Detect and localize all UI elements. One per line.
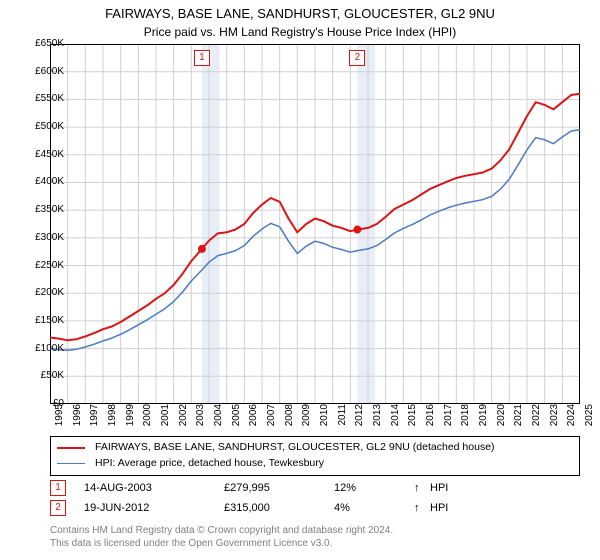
x-tick-label: 2022	[531, 404, 542, 434]
y-tick-label: £600K	[16, 66, 64, 77]
event-label: HPI	[430, 482, 448, 494]
x-tick-label: 2014	[390, 404, 401, 434]
event-date: 14-AUG-2003	[84, 482, 224, 494]
legend-swatch-hpi	[57, 463, 85, 464]
up-arrow-icon: ↑	[414, 482, 430, 494]
chart-subtitle: Price paid vs. HM Land Registry's House …	[0, 23, 600, 39]
x-tick-label: 2012	[354, 404, 365, 434]
x-tick-label: 2005	[231, 404, 242, 434]
y-tick-label: £350K	[16, 204, 64, 215]
x-tick-label: 2025	[584, 404, 595, 434]
event-row: 2 19-JUN-2012 £315,000 4% ↑ HPI	[50, 498, 580, 518]
y-tick-label: £50K	[16, 370, 64, 381]
legend-label-property: FAIRWAYS, BASE LANE, SANDHURST, GLOUCEST…	[95, 440, 495, 456]
x-tick-label: 2017	[443, 404, 454, 434]
plot-marker-2: 2	[349, 50, 365, 66]
legend-item-hpi: HPI: Average price, detached house, Tewk…	[57, 456, 573, 472]
footer-line-1: Contains HM Land Registry data © Crown c…	[50, 524, 393, 537]
y-tick-label: £650K	[16, 38, 64, 49]
x-tick-label: 2018	[460, 404, 471, 434]
plot-area	[50, 44, 580, 404]
legend-swatch-property	[57, 447, 85, 449]
event-label: HPI	[430, 502, 448, 514]
x-tick-label: 2021	[513, 404, 524, 434]
event-pct: 12%	[334, 482, 414, 494]
x-tick-label: 1998	[107, 404, 118, 434]
y-tick-label: £250K	[16, 260, 64, 271]
y-tick-label: £200K	[16, 287, 64, 298]
y-tick-label: £400K	[16, 176, 64, 187]
x-tick-label: 2010	[319, 404, 330, 434]
chart-container: FAIRWAYS, BASE LANE, SANDHURST, GLOUCEST…	[0, 0, 600, 560]
legend-box: FAIRWAYS, BASE LANE, SANDHURST, GLOUCEST…	[50, 436, 580, 476]
x-tick-label: 2003	[195, 404, 206, 434]
x-tick-label: 2020	[496, 404, 507, 434]
x-tick-label: 2024	[566, 404, 577, 434]
x-tick-label: 2009	[301, 404, 312, 434]
x-tick-label: 2023	[549, 404, 560, 434]
x-tick-label: 2000	[142, 404, 153, 434]
x-tick-label: 2015	[407, 404, 418, 434]
event-price: £279,995	[224, 482, 334, 494]
event-pct: 4%	[334, 502, 414, 514]
events-table: 1 14-AUG-2003 £279,995 12% ↑ HPI 2 19-JU…	[50, 478, 580, 518]
chart-svg	[50, 44, 580, 404]
plot-marker-1: 1	[194, 50, 210, 66]
chart-title: FAIRWAYS, BASE LANE, SANDHURST, GLOUCEST…	[0, 0, 600, 23]
x-tick-label: 2007	[266, 404, 277, 434]
event-price: £315,000	[224, 502, 334, 514]
x-tick-label: 2013	[372, 404, 383, 434]
footer-attribution: Contains HM Land Registry data © Crown c…	[50, 524, 393, 550]
x-tick-label: 1997	[89, 404, 100, 434]
x-tick-label: 2008	[284, 404, 295, 434]
footer-line-2: This data is licensed under the Open Gov…	[50, 537, 393, 550]
x-tick-label: 2011	[337, 404, 348, 434]
y-tick-label: £450K	[16, 149, 64, 160]
x-tick-label: 2004	[213, 404, 224, 434]
event-row: 1 14-AUG-2003 £279,995 12% ↑ HPI	[50, 478, 580, 498]
y-tick-label: £550K	[16, 93, 64, 104]
legend-item-property: FAIRWAYS, BASE LANE, SANDHURST, GLOUCEST…	[57, 440, 573, 456]
x-tick-label: 1996	[72, 404, 83, 434]
event-marker-2: 2	[50, 500, 66, 516]
up-arrow-icon: ↑	[414, 502, 430, 514]
x-tick-label: 2016	[425, 404, 436, 434]
x-tick-label: 2002	[178, 404, 189, 434]
x-tick-label: 2006	[248, 404, 259, 434]
legend-label-hpi: HPI: Average price, detached house, Tewk…	[95, 456, 324, 472]
x-tick-label: 2001	[160, 404, 171, 434]
x-tick-label: 1995	[54, 404, 65, 434]
y-tick-label: £150K	[16, 315, 64, 326]
y-tick-label: £100K	[16, 343, 64, 354]
x-tick-label: 2019	[478, 404, 489, 434]
event-date: 19-JUN-2012	[84, 502, 224, 514]
event-marker-1: 1	[50, 480, 66, 496]
y-tick-label: £500K	[16, 121, 64, 132]
y-tick-label: £300K	[16, 232, 64, 243]
x-tick-label: 1999	[125, 404, 136, 434]
